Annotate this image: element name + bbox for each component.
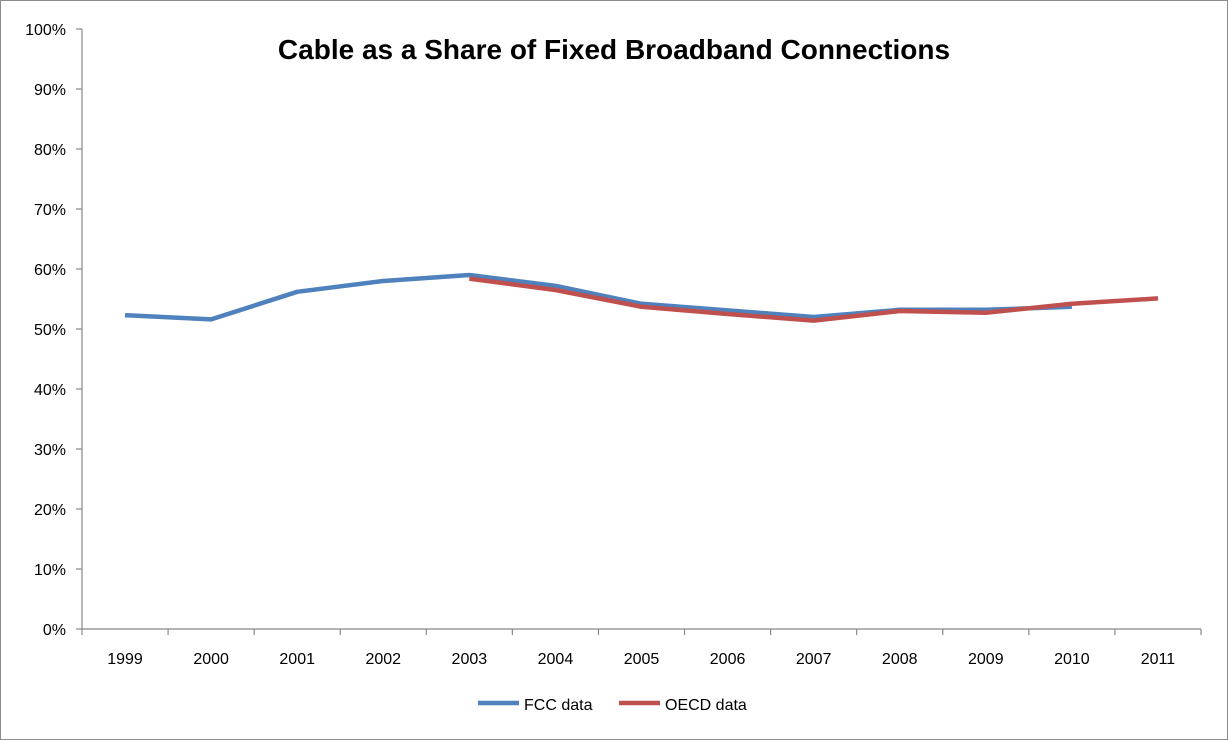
x-tick-label: 2001 [279,651,315,668]
chart-title: Cable as a Share of Fixed Broadband Conn… [278,34,950,65]
x-tick-label: 2002 [365,651,401,668]
series-line-oecd-data [469,276,1159,323]
x-tick-label: 2004 [538,651,574,668]
y-tick-label: 30% [34,442,66,459]
y-tick-label: 40% [34,382,66,399]
x-tick-label: 2011 [1141,651,1176,668]
x-tick-label: 2010 [1054,651,1090,668]
legend-label-fcc-data: FCC data [524,697,593,714]
y-tick-label: 0% [43,622,66,639]
y-tick-label: 80% [34,142,66,159]
x-tick-label: 1999 [107,651,143,668]
x-tick-label: 2000 [193,651,229,668]
axes: 0% 10% 20% 30% 40% 50% 60% 70% 80% 90% 100% 1999 200… [25,22,1202,668]
x-tick-label: 2007 [796,651,832,668]
y-tick-label: 100% [25,22,66,39]
y-tick-label: 20% [34,502,66,519]
legend-label-oecd-data: OECD data [665,697,747,714]
y-tick-label: 90% [34,82,66,99]
x-tick-label: 2008 [882,651,918,668]
y-tick-label: 10% [34,562,66,579]
y-tick-label: 60% [34,262,66,279]
series-lines [124,272,1159,323]
y-tick-label: 50% [34,322,66,339]
legend: FCC data OECD data [478,697,747,714]
x-tick-label: 2003 [452,651,488,668]
x-tick-label: 2009 [968,651,1004,668]
x-tick-label: 2006 [710,651,746,668]
x-tick-label: 2005 [624,651,660,668]
y-tick-label: 70% [34,202,66,219]
